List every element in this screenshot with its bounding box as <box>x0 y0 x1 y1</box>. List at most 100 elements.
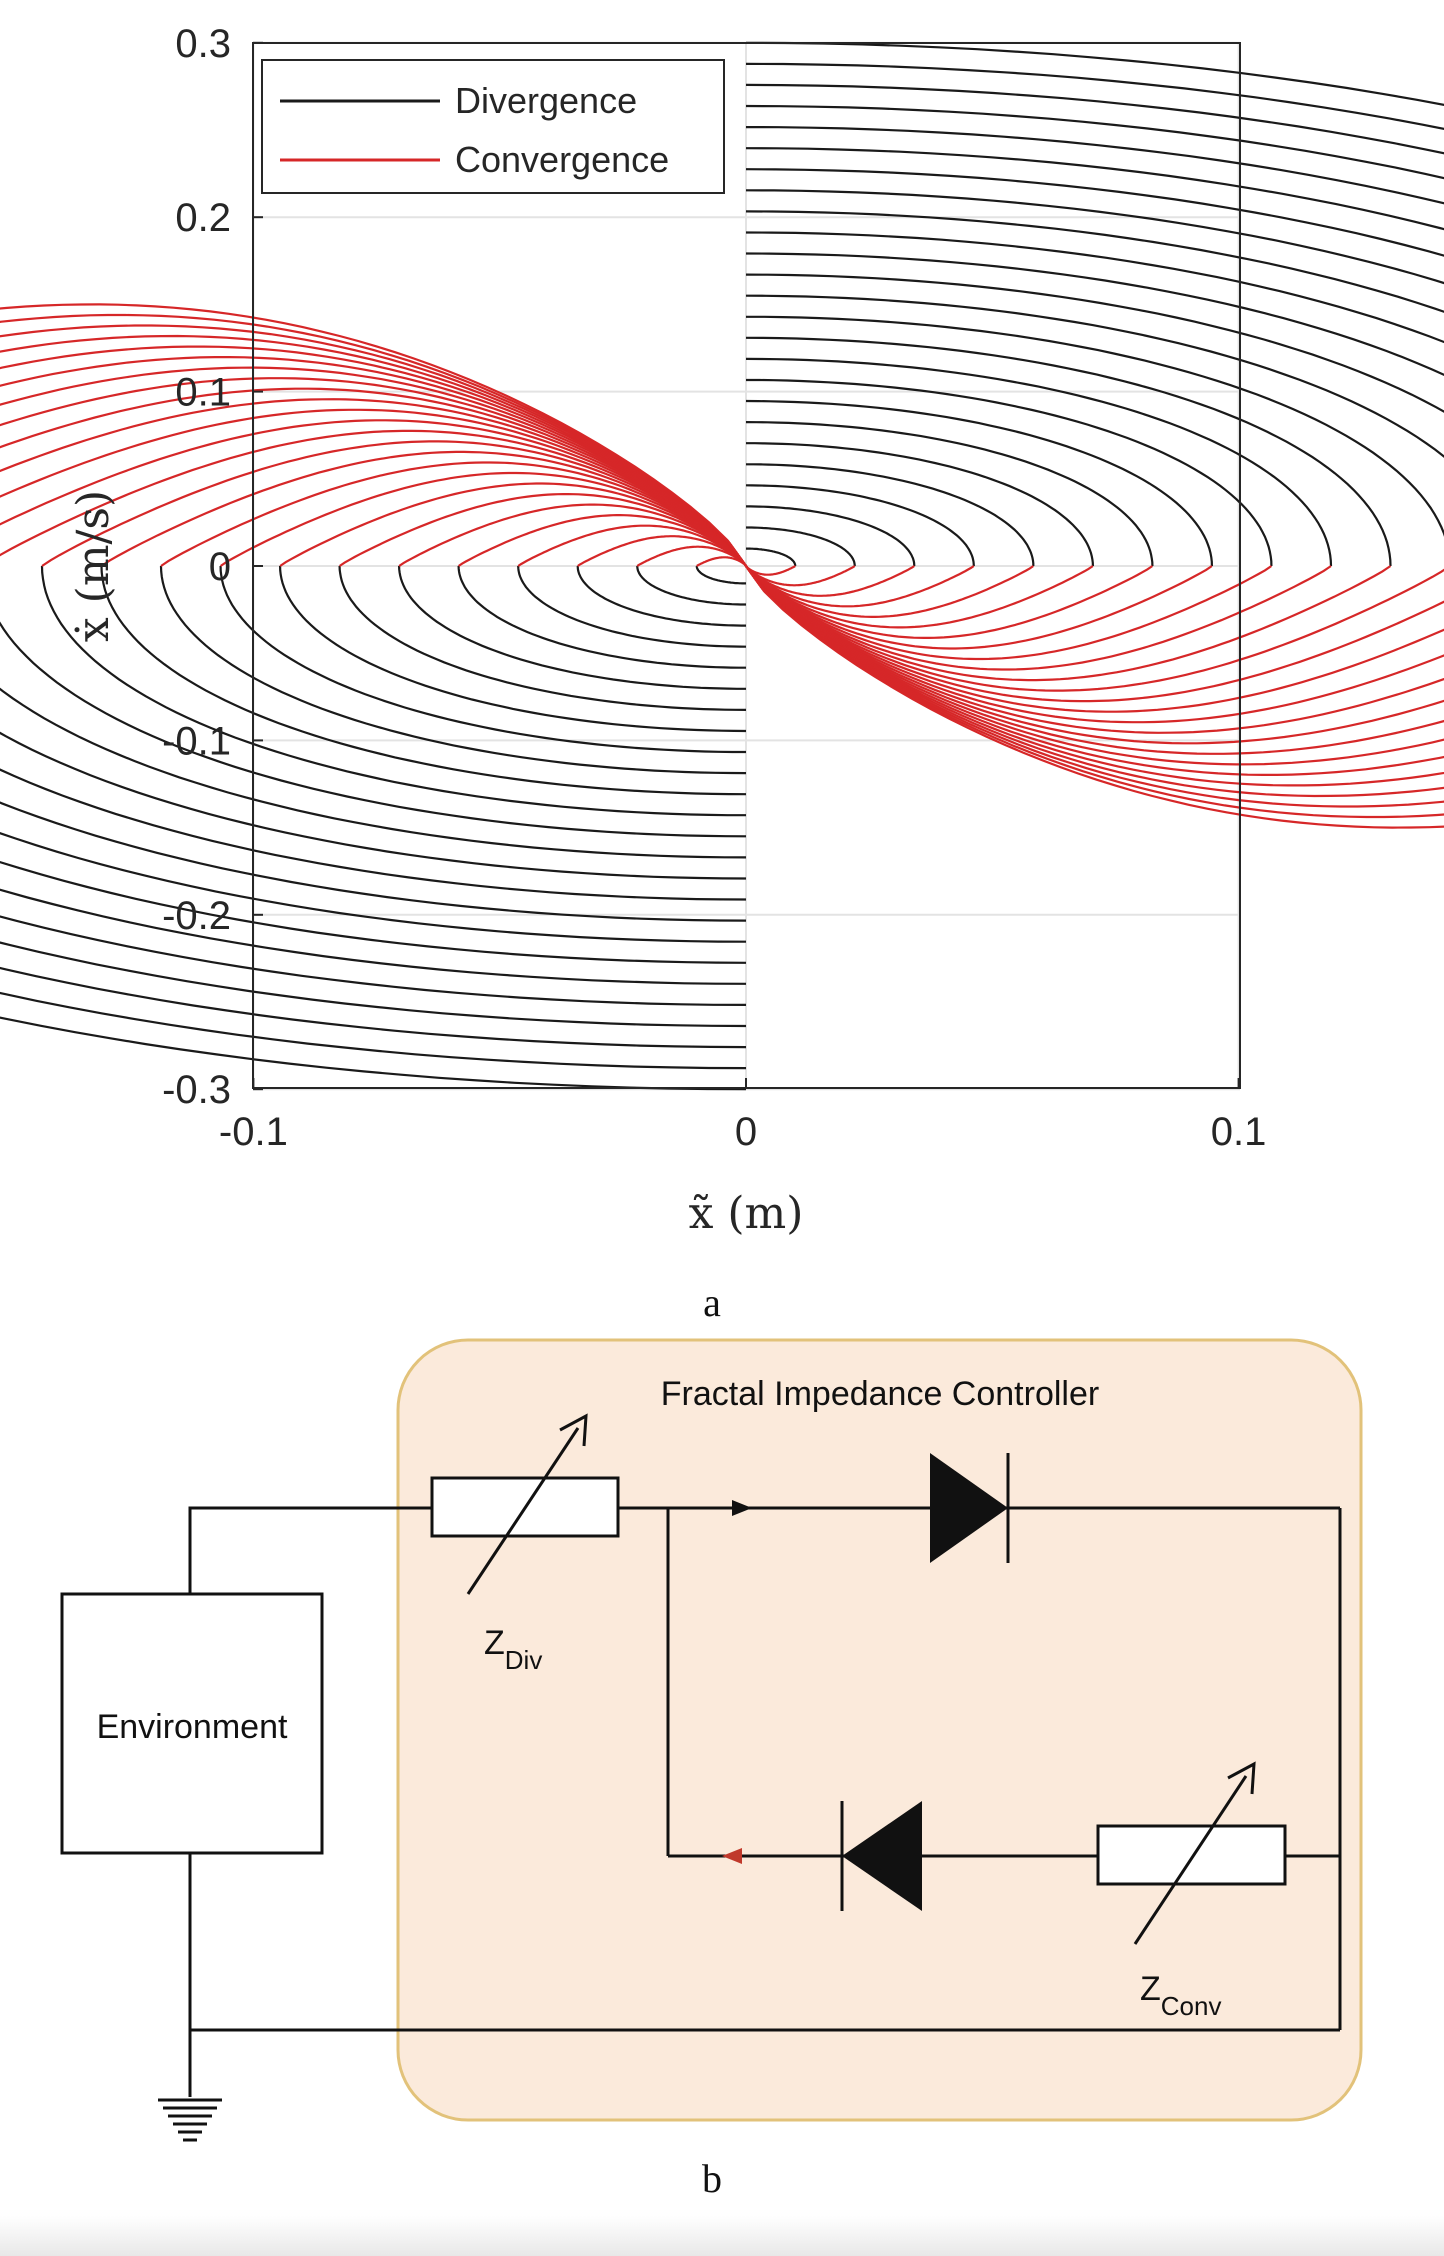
convergence-curve <box>745 565 1444 798</box>
window-bottom-edge <box>0 2216 1444 2256</box>
divergence-curve <box>745 294 1444 458</box>
convergence-curve <box>577 535 747 567</box>
divergence-curve <box>0 768 747 901</box>
convergence-curve <box>338 493 747 567</box>
divergence-curve <box>745 189 1444 285</box>
y-ticks: 0.3 0.2 0.1 0 -0.1 -0.2 -0.3 <box>162 22 263 1112</box>
divergence-curve <box>745 336 1392 567</box>
convergence-curve <box>745 565 856 587</box>
divergence-curve <box>745 41 1444 106</box>
convergence-curve <box>745 565 1392 682</box>
x-tick-label: 0 <box>735 1110 757 1154</box>
convergence-curve <box>745 565 1273 661</box>
divergence-curve <box>745 252 1444 377</box>
divergence-curve <box>745 484 975 567</box>
convergence-curve <box>696 556 747 567</box>
y-tick-label: -0.2 <box>162 894 231 938</box>
convergence-curve <box>745 565 1444 703</box>
divergence-curve <box>457 565 746 669</box>
x-tick-label: 0.1 <box>1211 1110 1267 1154</box>
divergence-curve <box>0 731 747 880</box>
convergence-curve <box>100 450 747 567</box>
divergence-curve <box>745 210 1444 313</box>
x-ticks: -0.3-0.2-0.100.10.2 <box>219 1078 1267 1154</box>
controller-title: Fractal Impedance Controller <box>661 1375 1099 1413</box>
controller-panel <box>396 1338 1363 2122</box>
convergence-curve <box>0 324 747 567</box>
divergence-curve <box>746 547 797 567</box>
convergence-curve <box>0 377 747 567</box>
divergence-curve <box>745 126 1444 205</box>
y-tick-label: -0.3 <box>162 1068 231 1112</box>
curves <box>0 41 1444 1091</box>
divergence-curve <box>398 565 746 690</box>
convergence-curve <box>0 419 747 567</box>
convergence-curve <box>398 503 747 567</box>
divergence-curve <box>746 463 1035 566</box>
convergence-curve <box>745 565 1444 829</box>
convergence-curve <box>745 565 796 576</box>
convergence-curve <box>0 334 747 567</box>
y-tick-label: 0.2 <box>175 196 231 240</box>
convergence-curve <box>636 545 747 567</box>
convergence-curve <box>745 565 1444 713</box>
divergence-curve <box>745 231 1444 344</box>
convergence-curve <box>745 565 1444 766</box>
convergence-curve <box>279 482 747 567</box>
convergence-curve <box>0 303 747 567</box>
convergence-curve <box>745 565 1034 618</box>
environment-block <box>60 1592 324 1855</box>
divergence-curve <box>576 565 746 627</box>
convergence-curve <box>745 565 1444 734</box>
convergence-curve <box>745 565 1154 639</box>
y-tick-label: 0 <box>209 545 231 589</box>
convergence-curve <box>457 514 747 567</box>
y-tick-label: 0.3 <box>175 22 231 66</box>
convergence-curve <box>745 565 1094 629</box>
caption-b: b <box>702 2156 722 2201</box>
convergence-curve <box>745 565 1444 776</box>
legend: Divergence Convergence <box>261 59 725 194</box>
x-axis-label: x̃ (m) <box>689 1188 804 1239</box>
convergence-curve <box>745 565 1332 671</box>
divergence-curve <box>0 941 747 1028</box>
convergence-curve <box>0 366 747 567</box>
divergence-curve <box>219 565 746 754</box>
top-flow-arrow <box>732 1500 752 1516</box>
diode-bottom <box>840 1801 922 1911</box>
divergence-curve <box>745 357 1333 567</box>
zconv-label: ZConv <box>1140 1970 1221 2021</box>
convergence-curve <box>745 565 1444 808</box>
legend-box <box>261 59 725 194</box>
convergence-curve <box>41 440 747 567</box>
convergence-curve <box>745 565 1444 787</box>
divergence-curve <box>745 273 1444 413</box>
ground-icon <box>158 2098 222 2142</box>
divergence-curve <box>745 62 1444 131</box>
convergence-curve <box>0 313 747 567</box>
bottom-flow-arrow <box>722 1848 742 1864</box>
convergence-curve <box>745 565 1444 692</box>
y-axis-label: ẋ (m/s) <box>68 490 119 642</box>
divergence-curve <box>279 565 747 733</box>
divergence-curve <box>0 966 747 1049</box>
convergence-curve <box>517 524 747 567</box>
divergence-curve <box>745 104 1444 180</box>
divergence-curve <box>745 83 1444 155</box>
divergence-curve <box>0 991 747 1070</box>
convergence-curve <box>745 565 1444 724</box>
convergence-curve <box>0 408 747 567</box>
convergence-curve <box>0 429 747 567</box>
y-tick-label: 0.1 <box>175 371 231 415</box>
divergence-curve <box>695 565 746 585</box>
legend-divergence-label: Divergence <box>455 80 637 121</box>
divergence-curve <box>0 621 747 838</box>
phase-plot: -0.3 -0.2 -0.1 0 0.1 0.2 0.3 0.2 0.1 0 -0.1 -0.2 -0… <box>0 22 1444 1239</box>
divergence-curve <box>517 565 747 648</box>
convergence-curve <box>745 565 915 597</box>
divergence-curve <box>746 526 856 567</box>
zdiv-label: ZDiv <box>484 1624 542 1675</box>
divergence-curve <box>746 505 916 567</box>
convergence-curve <box>745 565 1444 819</box>
